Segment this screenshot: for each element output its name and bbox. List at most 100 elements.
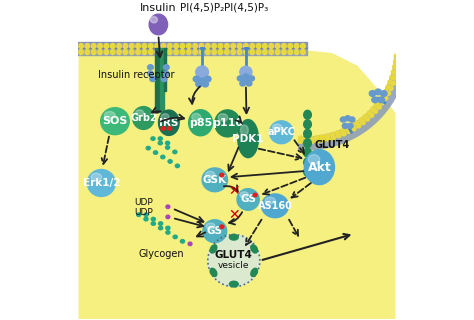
Ellipse shape <box>325 134 329 138</box>
Ellipse shape <box>165 141 170 145</box>
Ellipse shape <box>365 117 370 121</box>
Ellipse shape <box>205 76 211 82</box>
Ellipse shape <box>180 44 185 49</box>
Ellipse shape <box>383 96 388 100</box>
Ellipse shape <box>206 50 210 55</box>
Ellipse shape <box>189 110 212 136</box>
Ellipse shape <box>378 97 384 103</box>
Ellipse shape <box>282 44 286 49</box>
Ellipse shape <box>249 76 255 81</box>
Ellipse shape <box>340 129 345 133</box>
Ellipse shape <box>136 44 140 49</box>
Ellipse shape <box>350 124 355 128</box>
Ellipse shape <box>175 164 180 168</box>
Ellipse shape <box>390 75 394 79</box>
Ellipse shape <box>202 168 228 192</box>
Ellipse shape <box>309 136 314 140</box>
Ellipse shape <box>137 213 141 216</box>
Ellipse shape <box>199 50 204 55</box>
Ellipse shape <box>367 111 372 115</box>
Ellipse shape <box>237 189 259 210</box>
Ellipse shape <box>337 134 341 138</box>
Ellipse shape <box>181 240 184 243</box>
Text: Insulin: Insulin <box>140 3 177 12</box>
Ellipse shape <box>397 60 401 64</box>
Ellipse shape <box>238 120 258 158</box>
Ellipse shape <box>193 44 197 49</box>
Bar <box>155 48 160 112</box>
Ellipse shape <box>87 170 115 196</box>
Ellipse shape <box>219 50 223 55</box>
Ellipse shape <box>270 121 293 144</box>
Ellipse shape <box>219 44 223 49</box>
Ellipse shape <box>263 50 267 55</box>
Ellipse shape <box>136 110 144 116</box>
Ellipse shape <box>231 44 236 49</box>
Ellipse shape <box>129 44 134 49</box>
Ellipse shape <box>158 110 179 135</box>
Ellipse shape <box>215 110 240 137</box>
Ellipse shape <box>304 120 311 129</box>
Ellipse shape <box>98 44 102 49</box>
Text: p110: p110 <box>212 118 243 128</box>
Ellipse shape <box>212 50 217 55</box>
Ellipse shape <box>251 245 257 253</box>
Text: vesicle: vesicle <box>218 260 250 269</box>
Ellipse shape <box>161 50 166 55</box>
Ellipse shape <box>301 50 305 55</box>
Ellipse shape <box>294 44 299 49</box>
Ellipse shape <box>251 268 257 276</box>
Ellipse shape <box>237 44 242 49</box>
Ellipse shape <box>246 81 252 86</box>
Ellipse shape <box>243 74 249 79</box>
Ellipse shape <box>288 50 292 55</box>
Ellipse shape <box>386 91 391 95</box>
Text: p85: p85 <box>189 118 212 128</box>
Ellipse shape <box>345 116 351 121</box>
Ellipse shape <box>180 50 185 55</box>
Ellipse shape <box>174 44 178 49</box>
Ellipse shape <box>369 113 374 117</box>
Ellipse shape <box>104 44 109 49</box>
Ellipse shape <box>91 173 101 181</box>
Ellipse shape <box>161 114 169 121</box>
Ellipse shape <box>123 50 128 55</box>
Ellipse shape <box>158 222 163 225</box>
Text: AS160: AS160 <box>257 201 292 211</box>
Ellipse shape <box>202 81 209 87</box>
PathPatch shape <box>79 48 395 319</box>
Ellipse shape <box>304 136 308 140</box>
Ellipse shape <box>361 121 365 124</box>
Ellipse shape <box>117 50 121 55</box>
Ellipse shape <box>168 50 172 55</box>
Ellipse shape <box>304 129 311 138</box>
Ellipse shape <box>166 226 170 230</box>
Ellipse shape <box>237 50 242 55</box>
Ellipse shape <box>304 110 311 119</box>
Text: ✕: ✕ <box>228 208 240 222</box>
Ellipse shape <box>345 126 350 131</box>
Ellipse shape <box>158 137 162 140</box>
Ellipse shape <box>394 71 399 75</box>
Ellipse shape <box>320 138 325 142</box>
Ellipse shape <box>147 65 153 70</box>
Ellipse shape <box>110 50 115 55</box>
Ellipse shape <box>250 50 255 55</box>
Text: Glycogen: Glycogen <box>138 250 184 260</box>
Ellipse shape <box>349 117 355 122</box>
Ellipse shape <box>374 103 379 107</box>
Text: Akt: Akt <box>308 161 331 174</box>
Text: Grb2: Grb2 <box>130 113 157 123</box>
Ellipse shape <box>164 65 169 70</box>
Ellipse shape <box>203 220 227 243</box>
Ellipse shape <box>158 226 163 230</box>
Ellipse shape <box>269 50 273 55</box>
Ellipse shape <box>304 158 311 167</box>
Ellipse shape <box>166 205 170 209</box>
Ellipse shape <box>373 109 378 113</box>
Ellipse shape <box>240 66 252 78</box>
Text: SOS: SOS <box>102 116 128 126</box>
Ellipse shape <box>187 50 191 55</box>
Text: Insulin receptor: Insulin receptor <box>98 70 174 80</box>
Ellipse shape <box>381 91 387 96</box>
